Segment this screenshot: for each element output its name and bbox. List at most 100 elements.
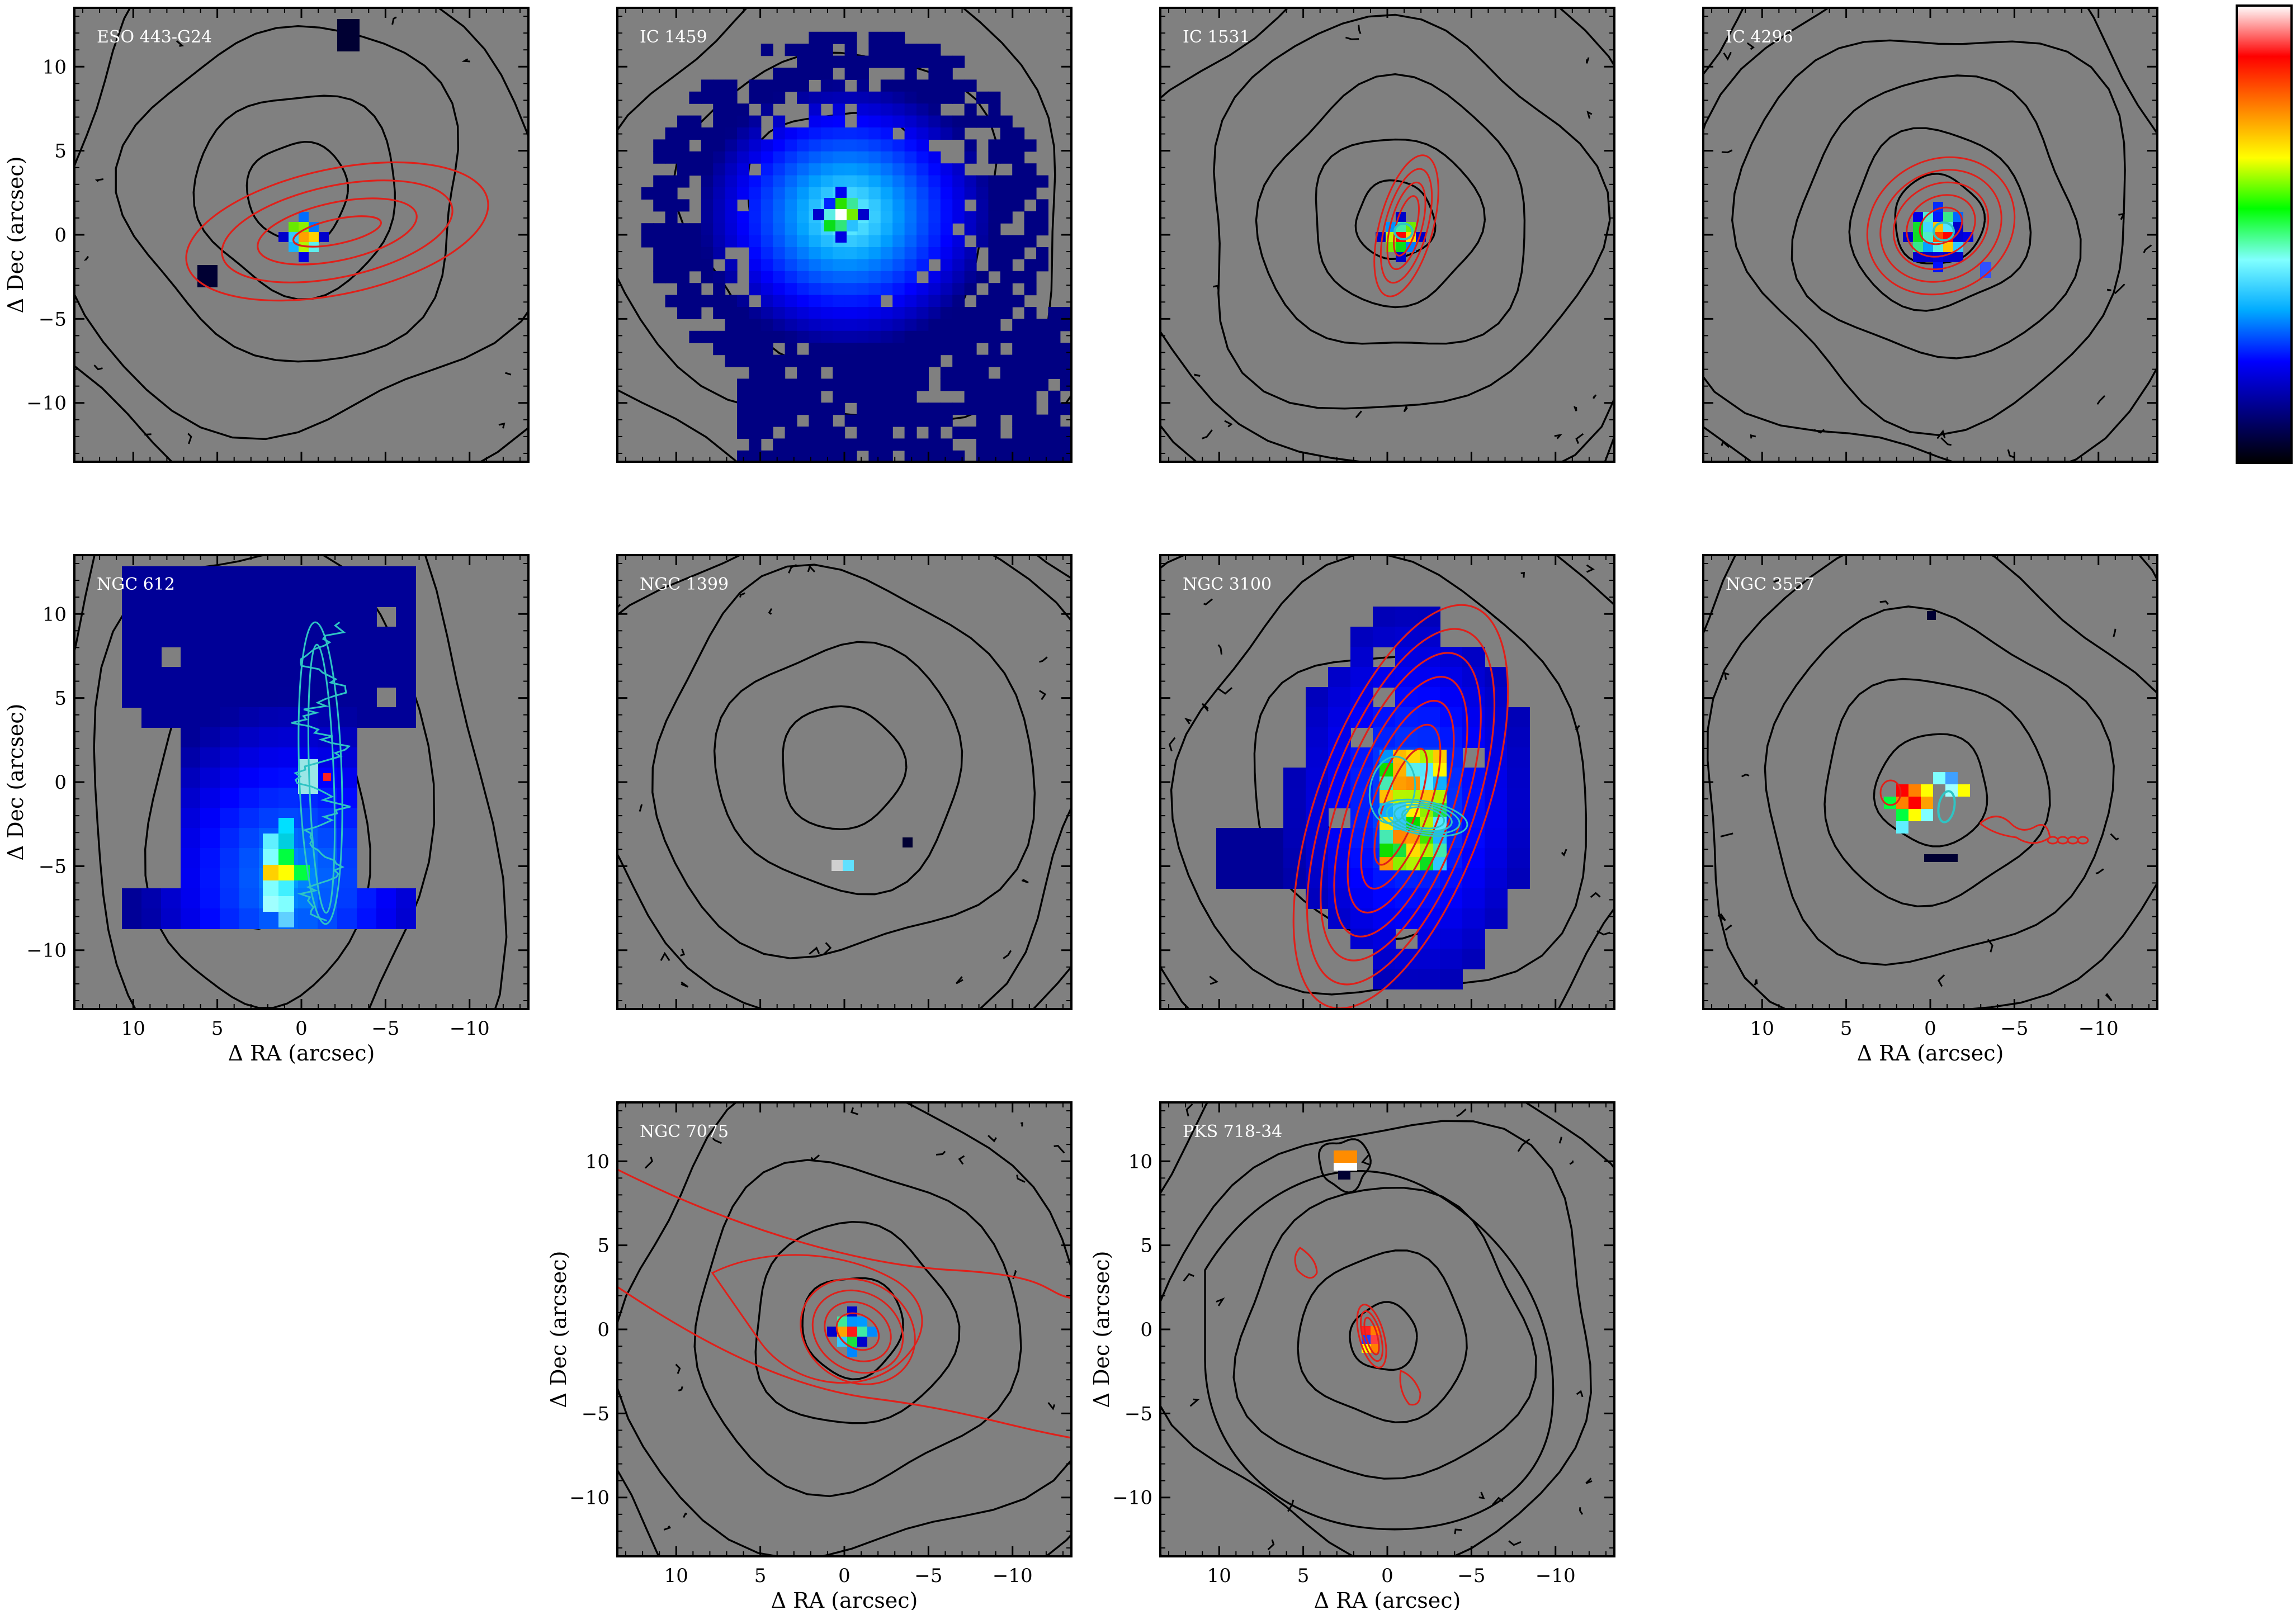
emission-pixel <box>847 1306 857 1317</box>
map-pixel <box>833 354 845 367</box>
map-pixel <box>1373 607 1396 627</box>
noise-contour <box>1569 1161 1574 1165</box>
map-pixel <box>833 367 845 379</box>
map-pixel <box>701 295 714 307</box>
red-contour <box>1879 169 2002 283</box>
y-tick-label: −10 <box>26 392 67 415</box>
map-pixel <box>677 259 689 272</box>
map-pixel <box>725 187 738 200</box>
map-pixel <box>857 199 869 212</box>
map-pixel <box>880 343 893 356</box>
map-pixel <box>357 586 377 607</box>
map-pixel <box>868 378 881 391</box>
map-pixel <box>857 103 869 116</box>
noise-contour <box>1183 1273 1194 1282</box>
map-pixel <box>259 687 279 708</box>
map-pixel <box>868 259 881 272</box>
noise-contour <box>1358 25 1362 34</box>
map-pixel <box>725 79 738 92</box>
map-pixel <box>760 402 773 415</box>
map-pixel <box>868 199 881 212</box>
map-pixel <box>181 808 201 828</box>
map-pixel <box>760 44 773 56</box>
map-pixel <box>952 427 965 439</box>
map-pixel <box>1000 259 1013 272</box>
noise-contour <box>675 1363 681 1374</box>
map-pixel <box>785 223 797 236</box>
map-pixel <box>916 343 929 356</box>
map-pixel <box>1000 247 1013 259</box>
map-pixel <box>940 283 953 296</box>
map-pixel <box>220 747 240 768</box>
map-pixel <box>773 319 786 332</box>
map-pixel <box>892 211 905 224</box>
map-pixel <box>904 44 917 56</box>
noise-contour <box>2095 868 2104 874</box>
map-pixel <box>725 319 738 332</box>
map-pixel <box>820 319 833 332</box>
map-pixel <box>880 151 893 164</box>
map-pixel <box>928 427 941 439</box>
colorbar-gradient <box>2237 6 2292 463</box>
emission-pixel <box>813 209 824 220</box>
map-pixel <box>737 390 749 403</box>
optical-contour <box>115 25 460 363</box>
noise-contour <box>1218 687 1233 695</box>
red-contour <box>711 1254 923 1384</box>
emission-pixel <box>1924 854 1958 862</box>
map-pixel <box>833 427 845 439</box>
map-pixel <box>396 647 416 667</box>
map-pixel <box>833 378 845 391</box>
map-pixel <box>1060 319 1071 332</box>
map-pixel <box>844 283 857 296</box>
map-pixel <box>940 450 953 462</box>
noise-contour <box>1723 51 1732 61</box>
emission-pixel <box>278 818 294 834</box>
map-pixel <box>122 586 142 607</box>
map-pixel <box>785 163 797 176</box>
map-pixel <box>857 115 869 128</box>
map-pixel <box>880 283 893 296</box>
map-pixel <box>916 438 929 451</box>
map-pixel <box>1306 747 1329 768</box>
emission-pixel <box>835 209 847 220</box>
map-pixel <box>976 223 989 236</box>
map-pixel <box>773 187 786 200</box>
map-pixel <box>833 438 845 451</box>
noise-contour <box>95 178 104 182</box>
map-pixel <box>220 566 240 587</box>
map-pixel <box>749 127 762 140</box>
map-pixel <box>1012 414 1025 427</box>
map-pixel <box>1418 929 1440 949</box>
map-pixel <box>701 211 714 224</box>
map-pixel <box>1012 187 1025 200</box>
map-pixel <box>773 450 786 462</box>
noise-contour <box>1773 579 1781 583</box>
map-pixel <box>337 888 357 909</box>
map-pixel <box>940 438 953 451</box>
noise-contour <box>936 1150 946 1156</box>
map-pixel <box>773 199 786 212</box>
emission-pixel <box>278 880 294 896</box>
map-pixel <box>797 319 809 332</box>
map-pixel <box>940 402 953 415</box>
map-pixel <box>773 367 786 379</box>
map-pixel <box>892 354 905 367</box>
map-pixel <box>1395 627 1418 647</box>
map-pixel <box>964 247 977 259</box>
map-pixel <box>665 271 678 283</box>
map-pixel <box>749 175 762 188</box>
map-pixel <box>797 44 809 56</box>
map-pixel <box>857 187 869 200</box>
map-pixel <box>1036 199 1048 212</box>
map-pixel <box>797 223 809 236</box>
noise-contour <box>1879 600 1889 605</box>
map-pixel <box>298 607 318 627</box>
map-pixel <box>337 566 357 587</box>
noise-contour <box>2114 283 2125 295</box>
emission-pixel <box>857 1317 867 1327</box>
map-pixel <box>220 788 240 808</box>
map-pixel <box>677 247 689 259</box>
map-pixel <box>239 667 259 688</box>
map-pixel <box>760 211 773 224</box>
